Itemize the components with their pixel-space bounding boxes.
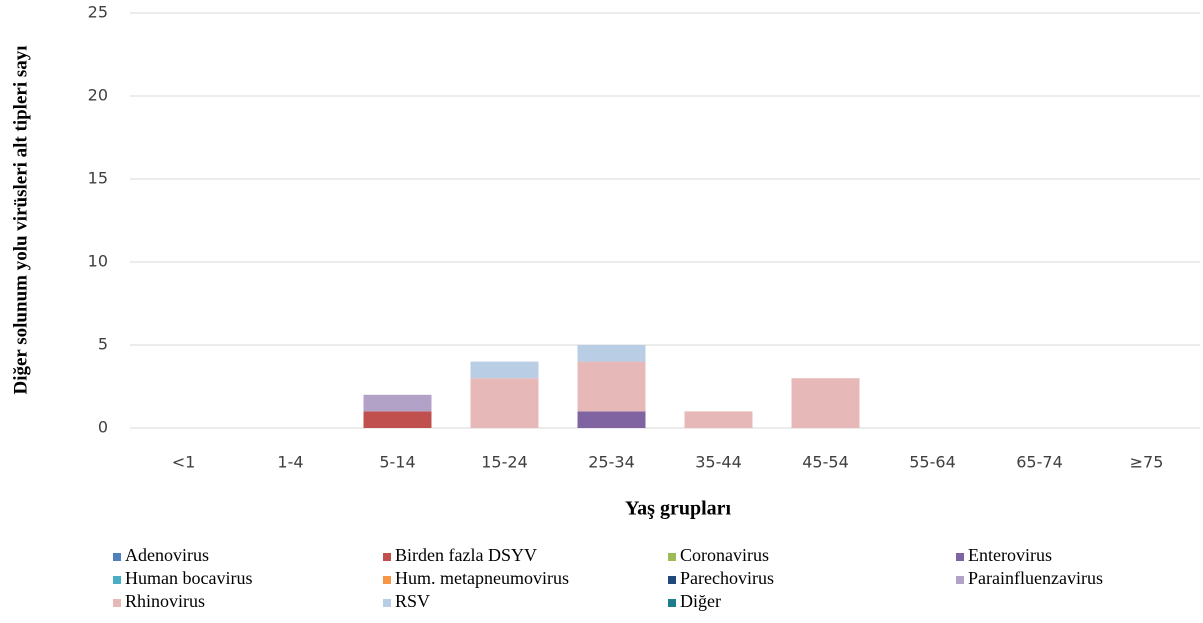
bar-segment [577, 361, 646, 412]
y-tick-label: 20 [88, 86, 108, 105]
x-tick-label: 1-4 [277, 453, 303, 472]
legend-label: Human bocavirus [125, 568, 252, 588]
legend-label: Rhinovirus [125, 591, 205, 611]
x-tick-label: 65-74 [1016, 453, 1063, 472]
y-tick-label: 10 [88, 252, 108, 271]
legend-label: Coronavirus [680, 545, 769, 565]
x-tick-label: <1 [172, 453, 196, 472]
legend-swatch [668, 576, 676, 584]
x-tick-label: 15-24 [481, 453, 528, 472]
legend-swatch [113, 553, 121, 561]
legend-swatch [113, 576, 121, 584]
x-tick-label: 35-44 [695, 453, 742, 472]
legend-label: Enterovirus [968, 545, 1052, 565]
legend-swatch [383, 599, 391, 607]
legend-label: Adenovirus [125, 545, 209, 565]
legend-label: Parainfluenzavirus [968, 568, 1103, 588]
legend-swatch [956, 576, 964, 584]
x-tick-label: 5-14 [379, 453, 415, 472]
x-tick-label: 55-64 [909, 453, 956, 472]
y-tick-label: 5 [98, 335, 108, 354]
bar-segment [577, 411, 646, 428]
y-tick-label: 0 [98, 418, 108, 437]
legend-label: Birden fazla DSYV [395, 545, 537, 565]
x-tick-label: ≥75 [1130, 453, 1164, 472]
bar-segment [363, 411, 432, 428]
bar-segment [684, 411, 753, 428]
legend-label: Parechovirus [680, 568, 774, 588]
legend-swatch [113, 599, 121, 607]
y-axis-title: Diğer solunum yolu virüsleri alt tipleri… [10, 45, 31, 394]
y-tick-label: 15 [88, 169, 108, 188]
legend-label: RSV [395, 591, 430, 611]
y-tick-label: 25 [88, 3, 108, 22]
bar-segment [791, 378, 860, 428]
bar-segment [577, 345, 646, 362]
legend-swatch [956, 553, 964, 561]
bar-segment [470, 361, 539, 379]
x-axis-title: Yaş grupları [625, 498, 732, 520]
legend-swatch [383, 576, 391, 584]
legend-swatch [668, 599, 676, 607]
bar-segment [470, 378, 539, 428]
x-tick-label: 25-34 [588, 453, 635, 472]
legend-swatch [668, 553, 676, 561]
legend-label: Hum. metapneumovirus [395, 568, 569, 588]
bar-segment [363, 394, 432, 412]
x-tick-label: 45-54 [802, 453, 849, 472]
legend-swatch [383, 553, 391, 561]
legend-label: Diğer [680, 591, 721, 611]
